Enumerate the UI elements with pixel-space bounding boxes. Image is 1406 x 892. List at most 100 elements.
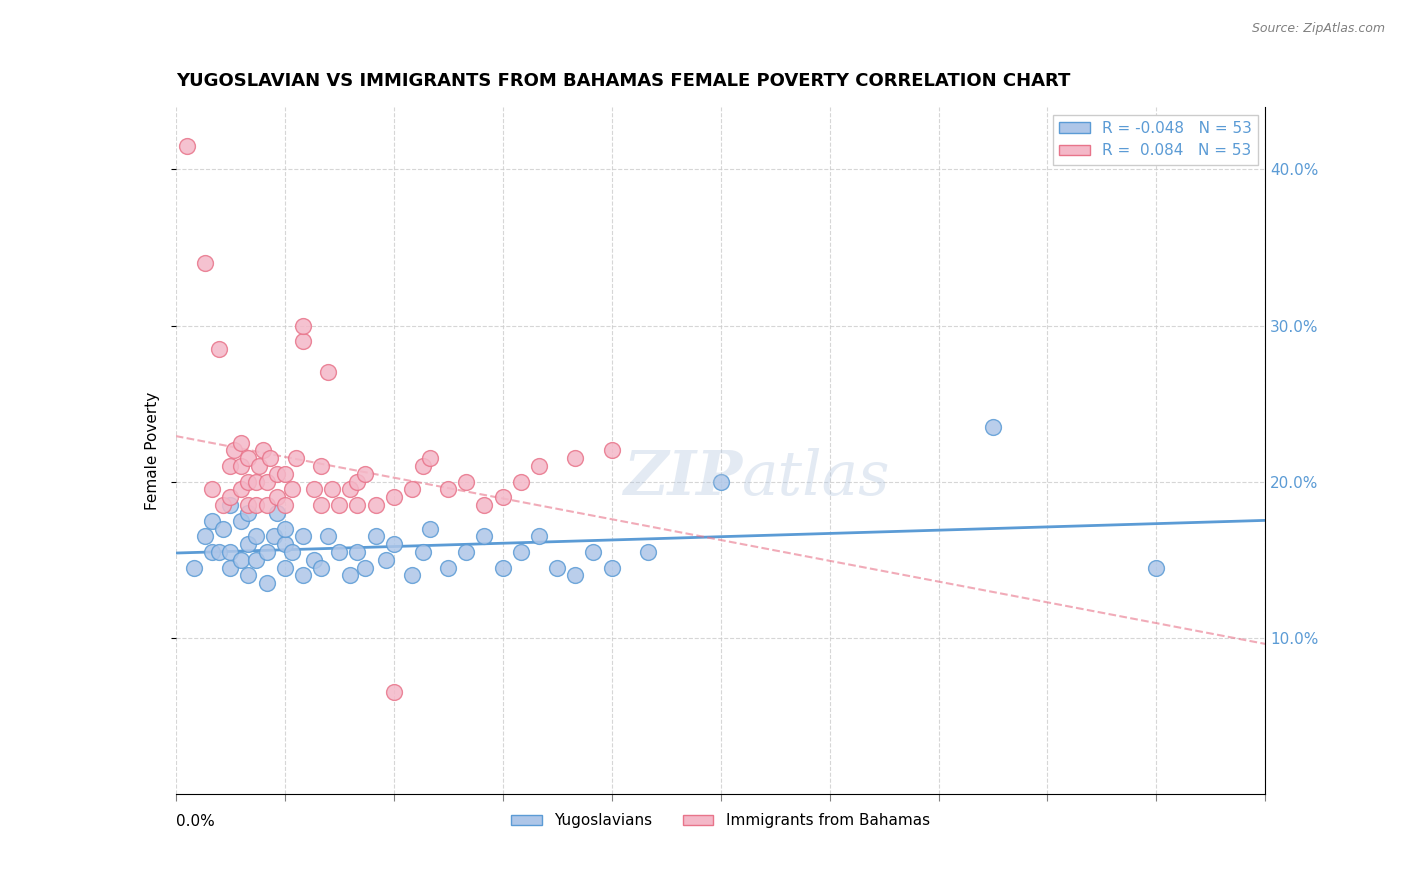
Point — [492, 560, 515, 574]
Point — [302, 483, 325, 497]
Point — [353, 467, 375, 481]
Point — [346, 475, 368, 489]
Point — [564, 451, 586, 466]
Text: atlas: atlas — [742, 448, 891, 508]
Point — [219, 498, 242, 512]
Point — [201, 545, 224, 559]
Point — [291, 529, 314, 543]
Point — [266, 490, 288, 504]
Text: 0.0%: 0.0% — [176, 814, 215, 830]
Point — [212, 521, 235, 535]
Text: Source: ZipAtlas.com: Source: ZipAtlas.com — [1251, 22, 1385, 36]
Point — [274, 560, 297, 574]
Point — [474, 498, 496, 512]
Point — [291, 318, 314, 333]
Point — [328, 498, 350, 512]
Point — [176, 139, 198, 153]
Point — [208, 545, 231, 559]
Point — [527, 529, 550, 543]
Point — [284, 451, 307, 466]
Point — [238, 568, 260, 582]
Point — [564, 568, 586, 582]
Point — [245, 498, 267, 512]
Point — [231, 435, 253, 450]
Point — [245, 529, 267, 543]
Point — [346, 498, 368, 512]
Point — [291, 334, 314, 348]
Point — [194, 529, 217, 543]
Point — [328, 545, 350, 559]
Point — [238, 498, 260, 512]
Point — [546, 560, 568, 574]
Point — [219, 490, 242, 504]
Point — [252, 443, 274, 458]
Point — [364, 498, 387, 512]
Point — [266, 467, 288, 481]
Point — [474, 529, 496, 543]
Point — [509, 545, 531, 559]
Point — [346, 545, 368, 559]
Point — [219, 458, 242, 473]
Point — [339, 483, 361, 497]
Point — [259, 451, 281, 466]
Point — [437, 483, 460, 497]
Point — [600, 443, 623, 458]
Point — [382, 537, 405, 551]
Point — [247, 458, 270, 473]
Point — [238, 475, 260, 489]
Point — [382, 490, 405, 504]
Point — [208, 342, 231, 356]
Point — [231, 458, 253, 473]
Point — [353, 560, 375, 574]
Point — [412, 458, 434, 473]
Point — [375, 552, 398, 567]
Point — [238, 451, 260, 466]
Point — [710, 475, 733, 489]
Point — [302, 552, 325, 567]
Point — [364, 529, 387, 543]
Point — [401, 568, 423, 582]
Point — [339, 568, 361, 582]
Point — [219, 560, 242, 574]
Point — [981, 420, 1004, 434]
Point — [492, 490, 515, 504]
Point — [266, 506, 288, 520]
Point — [281, 483, 304, 497]
Legend: Yugoslavians, Immigrants from Bahamas: Yugoslavians, Immigrants from Bahamas — [505, 807, 936, 834]
Point — [222, 443, 245, 458]
Point — [212, 498, 235, 512]
Point — [263, 529, 285, 543]
Point — [274, 521, 297, 535]
Point — [231, 552, 253, 567]
Y-axis label: Female Poverty: Female Poverty — [145, 392, 160, 509]
Text: YUGOSLAVIAN VS IMMIGRANTS FROM BAHAMAS FEMALE POVERTY CORRELATION CHART: YUGOSLAVIAN VS IMMIGRANTS FROM BAHAMAS F… — [176, 72, 1070, 90]
Point — [245, 475, 267, 489]
Point — [245, 552, 267, 567]
Point — [527, 458, 550, 473]
Point — [274, 467, 297, 481]
Point — [256, 475, 278, 489]
Point — [1146, 560, 1168, 574]
Point — [419, 521, 441, 535]
Point — [256, 545, 278, 559]
Point — [318, 366, 340, 380]
Text: ZIP: ZIP — [623, 448, 742, 508]
Point — [600, 560, 623, 574]
Point — [256, 576, 278, 591]
Point — [281, 545, 304, 559]
Point — [456, 475, 478, 489]
Point — [201, 514, 224, 528]
Point — [219, 545, 242, 559]
Point — [401, 483, 423, 497]
Point — [194, 256, 217, 270]
Point — [509, 475, 531, 489]
Point — [382, 685, 405, 699]
Point — [412, 545, 434, 559]
Point — [256, 498, 278, 512]
Point — [309, 458, 332, 473]
Point — [309, 560, 332, 574]
Point — [201, 483, 224, 497]
Point — [637, 545, 659, 559]
Point — [291, 568, 314, 582]
Point — [582, 545, 605, 559]
